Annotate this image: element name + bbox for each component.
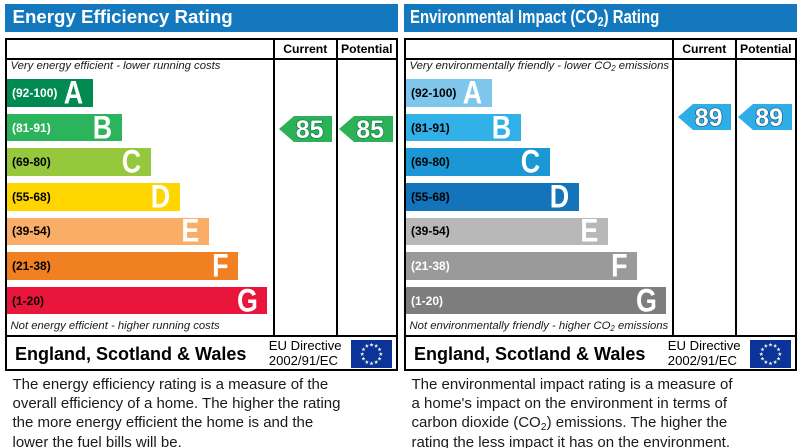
svg-text:89: 89 [694,104,722,130]
svg-text:89: 89 [755,104,783,130]
svg-text:85: 85 [356,116,384,142]
svg-text:85: 85 [295,116,323,142]
